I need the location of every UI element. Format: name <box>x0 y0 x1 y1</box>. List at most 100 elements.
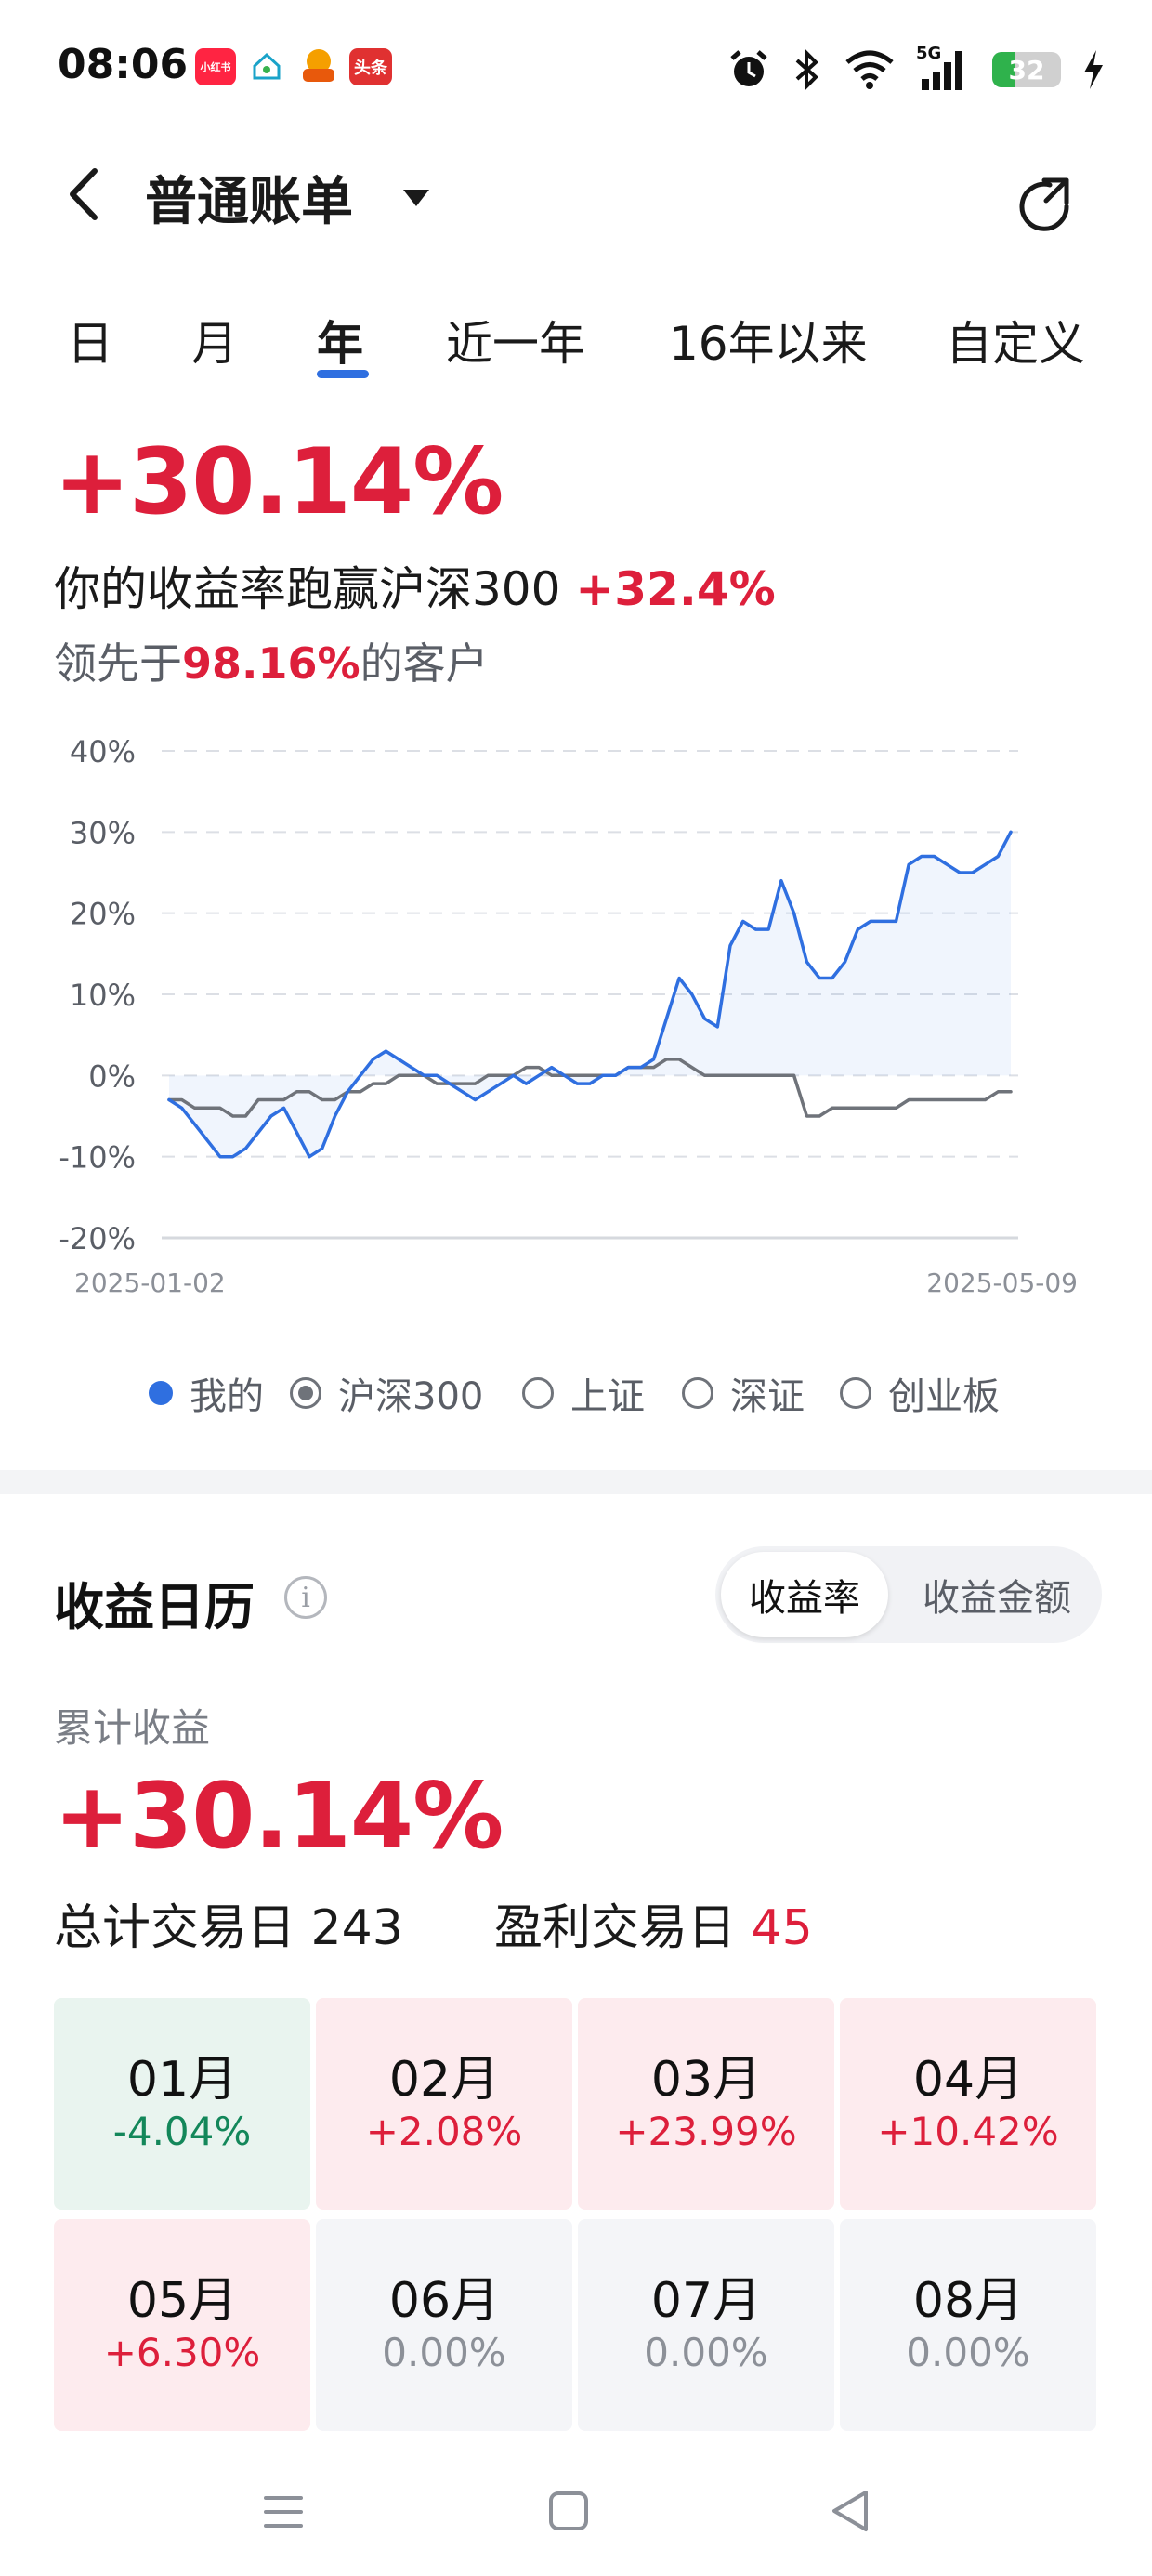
rank-line: 领先于98.16%的客户 <box>54 630 489 691</box>
title-dropdown-button[interactable] <box>399 184 433 212</box>
rank-suffix: 的客户 <box>360 638 489 689</box>
y-tick-label: 10% <box>70 978 136 1013</box>
legend-chinext[interactable]: 创业板 <box>840 1366 1000 1420</box>
month-label: 03月 <box>650 2052 762 2108</box>
return-chart[interactable]: 40% 30% 20% 10% 0% -10% -20% 2025-01-02 2025-05-… <box>37 716 1115 1310</box>
legend-label: 创业板 <box>888 1375 1000 1418</box>
tab-active-indicator <box>317 370 369 378</box>
battery-indicator: 32 <box>992 52 1061 87</box>
caret-down-icon <box>403 190 429 206</box>
month-label: 01月 <box>126 2052 238 2108</box>
total-return: +30.14% <box>54 429 504 535</box>
month-return: +2.08% <box>365 2109 523 2154</box>
metric-toggle: 收益率 收益金额 <box>715 1546 1102 1643</box>
radio-checked-icon <box>290 1377 321 1409</box>
tab-custom[interactable]: 自定义 <box>946 317 1085 371</box>
month-cell[interactable]: 05月 +6.30% <box>54 2219 310 2431</box>
benchmark-value: +32.4% <box>575 562 776 616</box>
y-tick-label: 30% <box>70 815 136 850</box>
wifi-icon <box>845 50 894 89</box>
month-label: 04月 <box>912 2052 1024 2108</box>
legend-label: 我的 <box>190 1375 264 1418</box>
month-label: 06月 <box>388 2273 500 2329</box>
legend-label: 沪深300 <box>338 1375 484 1418</box>
share-button[interactable] <box>1013 173 1081 242</box>
month-cell[interactable]: 03月 +23.99% <box>578 1998 834 2210</box>
series-line-mine <box>167 830 1013 1159</box>
charging-icon <box>1084 50 1103 89</box>
toggle-amount[interactable]: 收益金额 <box>923 1577 1071 1620</box>
legend-hs300[interactable]: 沪深300 <box>290 1366 483 1420</box>
signal-bars-icon <box>922 51 962 90</box>
xiaohongshu-app-icon: 小红书 <box>195 48 236 85</box>
tab-day[interactable]: 日 <box>67 317 113 371</box>
x-tick-label: 2025-01-02 <box>74 1268 226 1298</box>
back-triangle-icon[interactable] <box>827 2487 875 2535</box>
legend-shangzheng[interactable]: 上证 <box>522 1366 645 1420</box>
benchmark-line: 你的收益率跑赢沪深300 +32.4% <box>54 552 776 619</box>
page-title[interactable]: 普通账单 <box>145 172 353 232</box>
home-app-icon <box>251 50 282 82</box>
status-icons: 5G 32 <box>727 37 1106 102</box>
tab-year[interactable]: 年 <box>317 317 363 371</box>
month-return: +6.30% <box>103 2330 261 2375</box>
menu-icon[interactable] <box>260 2489 307 2535</box>
total-trading-days: 总计交易日 243 <box>54 1888 403 1958</box>
rank-prefix: 领先于 <box>54 638 182 689</box>
legend-dot-icon <box>149 1381 173 1405</box>
info-icon[interactable]: i <box>284 1576 327 1619</box>
calendar-title: 收益日历 <box>54 1578 255 1636</box>
battery-level: 32 <box>1008 54 1045 85</box>
month-return: 0.00% <box>644 2330 768 2375</box>
month-cell[interactable]: 07月 0.00% <box>578 2219 834 2431</box>
month-cell[interactable]: 02月 +2.08% <box>316 1998 572 2210</box>
radio-unchecked-icon <box>522 1377 554 1409</box>
benchmark-text: 你的收益率跑赢沪深300 <box>54 562 561 616</box>
y-tick-label: -10% <box>59 1140 136 1176</box>
section-divider <box>0 1470 1152 1494</box>
month-cell[interactable]: 01月 -4.04% <box>54 1998 310 2210</box>
battery-fill <box>992 52 1015 87</box>
month-cell[interactable]: 04月 +10.42% <box>840 1998 1096 2210</box>
month-return: -4.04% <box>112 2109 252 2154</box>
tab-month[interactable]: 月 <box>191 317 238 371</box>
system-nav-bar <box>0 2446 1152 2576</box>
month-label: 05月 <box>126 2273 238 2329</box>
bluetooth-icon <box>795 48 818 91</box>
profit-days-label: 盈利交易日 <box>494 1900 737 1956</box>
profit-days-value: 45 <box>751 1900 813 1956</box>
back-button[interactable] <box>58 162 110 227</box>
month-label: 08月 <box>912 2273 1024 2329</box>
cumulative-value: +30.14% <box>54 1764 504 1870</box>
legend-shenzheng[interactable]: 深证 <box>682 1366 805 1420</box>
home-square-icon[interactable] <box>546 2489 591 2533</box>
month-cell[interactable]: 08月 0.00% <box>840 2219 1096 2431</box>
toggle-rate[interactable]: 收益率 <box>721 1552 888 1637</box>
month-label: 07月 <box>650 2273 762 2329</box>
series-line-hs300 <box>167 1058 1013 1118</box>
chevron-left-icon <box>70 168 98 220</box>
game-app-icon <box>297 45 340 87</box>
x-tick-label: 2025-05-09 <box>926 1268 1078 1298</box>
month-label: 02月 <box>388 2052 500 2108</box>
rank-value: 98.16% <box>182 638 360 689</box>
month-return: 0.00% <box>906 2330 1030 2375</box>
toutiao-app-icon: 头条 <box>349 48 392 85</box>
radio-unchecked-icon <box>682 1377 713 1409</box>
total-days-value: 243 <box>310 1900 403 1956</box>
y-tick-label: -20% <box>59 1221 136 1256</box>
legend-label: 上证 <box>570 1375 645 1418</box>
month-return: 0.00% <box>382 2330 506 2375</box>
y-tick-label: 20% <box>70 897 136 932</box>
profit-trading-days: 盈利交易日 45 <box>494 1888 813 1958</box>
signal-indicator: 5G <box>916 44 972 92</box>
tab-since-16[interactable]: 16年以来 <box>669 317 868 371</box>
month-return: +10.42% <box>877 2109 1059 2154</box>
month-return: +23.99% <box>615 2109 797 2154</box>
tab-last-year[interactable]: 近一年 <box>446 317 585 371</box>
series-area-mine <box>169 832 1011 1157</box>
y-tick-label: 0% <box>88 1058 136 1094</box>
month-cell[interactable]: 06月 0.00% <box>316 2219 572 2431</box>
status-time: 08:06 <box>58 41 189 88</box>
legend-mine[interactable]: 我的 <box>149 1366 264 1420</box>
